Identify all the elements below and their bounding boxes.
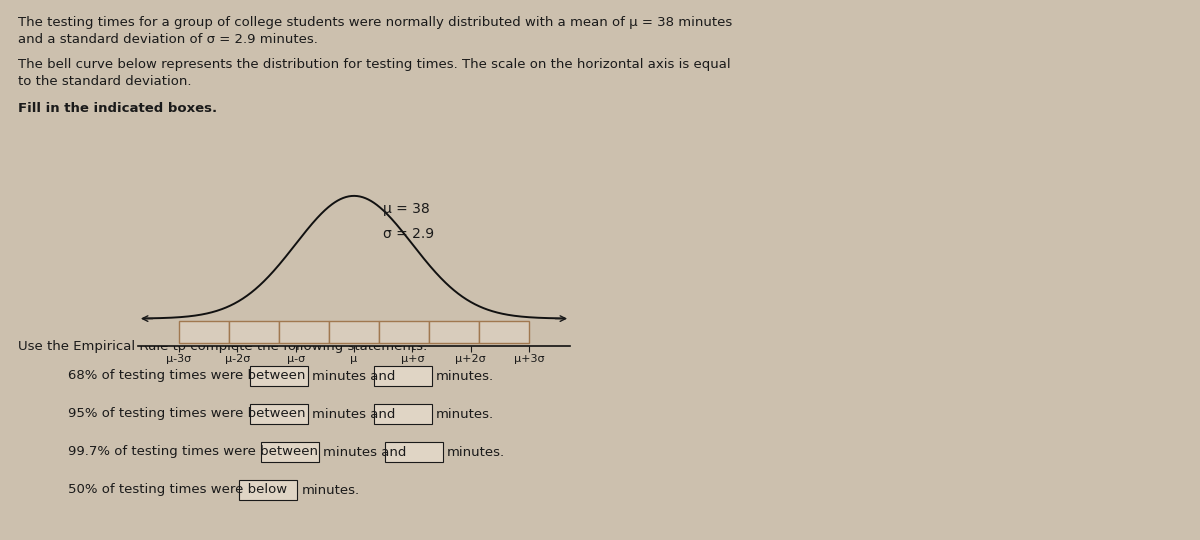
Text: 99.7% of testing times were between: 99.7% of testing times were between [68, 446, 318, 458]
Text: minutes.: minutes. [437, 408, 494, 421]
Bar [374, 404, 432, 424]
Text: The bell curve below represents the distribution for testing times. The scale on: The bell curve below represents the dist… [18, 58, 731, 71]
Text: Fill in the indicated boxes.: Fill in the indicated boxes. [18, 102, 217, 115]
Text: to the standard deviation.: to the standard deviation. [18, 75, 192, 88]
Bar [329, 321, 379, 343]
Text: minutes and: minutes and [312, 369, 396, 382]
Text: The testing times for a group of college students were normally distributed with: The testing times for a group of college… [18, 16, 732, 29]
Text: Use the Empirical Rule to complete the following statements:: Use the Empirical Rule to complete the f… [18, 340, 427, 353]
Text: μ = 38: μ = 38 [383, 202, 430, 216]
Text: σ = 2.9: σ = 2.9 [383, 227, 434, 240]
Text: 50% of testing times were below: 50% of testing times were below [68, 483, 287, 496]
Bar [240, 480, 298, 500]
Bar [251, 366, 308, 386]
Bar [430, 321, 479, 343]
Text: minutes.: minutes. [437, 369, 494, 382]
Text: minutes and: minutes and [323, 446, 407, 458]
Bar [479, 321, 529, 343]
Text: 95% of testing times were between: 95% of testing times were between [68, 408, 306, 421]
Text: 68% of testing times were between: 68% of testing times were between [68, 369, 305, 382]
Bar [278, 321, 329, 343]
Text: minutes.: minutes. [446, 446, 505, 458]
Text: minutes.: minutes. [301, 483, 360, 496]
Bar [251, 404, 308, 424]
Bar [179, 321, 229, 343]
Bar [385, 442, 443, 462]
Text: and a standard deviation of σ = 2.9 minutes.: and a standard deviation of σ = 2.9 minu… [18, 33, 318, 46]
Bar [379, 321, 430, 343]
Bar [262, 442, 319, 462]
Bar [374, 366, 432, 386]
Bar [229, 321, 278, 343]
Text: minutes and: minutes and [312, 408, 396, 421]
